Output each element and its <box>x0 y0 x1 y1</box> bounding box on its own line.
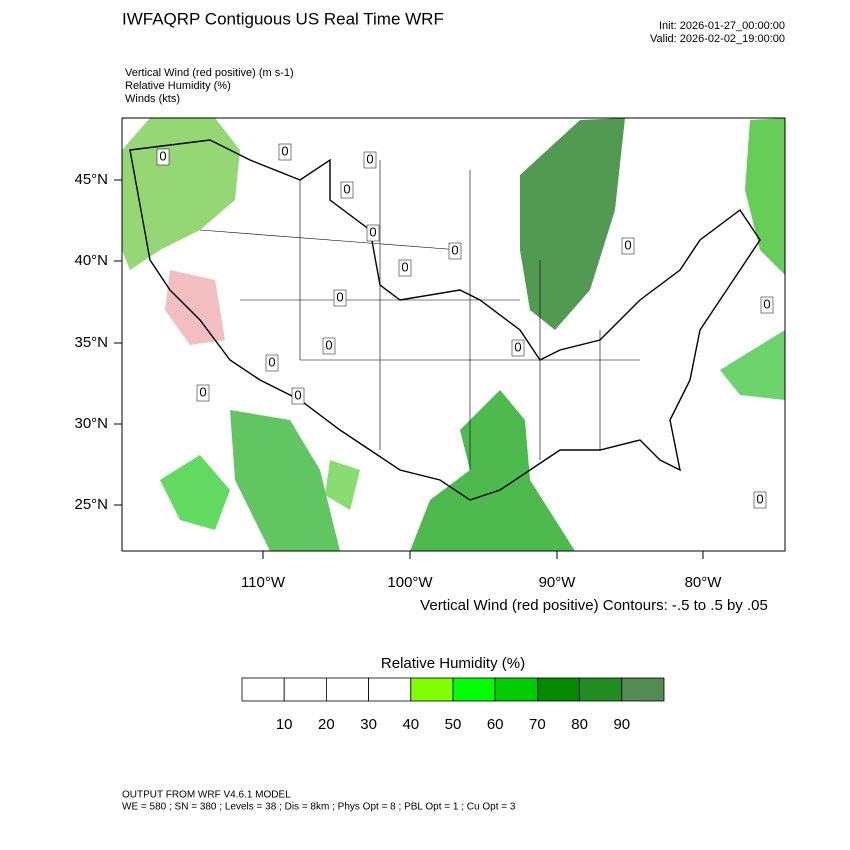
contour-label: 0 <box>159 148 166 163</box>
contour-label: 0 <box>343 181 350 196</box>
contour-label-box <box>340 181 354 199</box>
field-label: Relative Humidity (%) <box>125 80 231 92</box>
lat-label: 25°N <box>74 496 108 513</box>
contour-note: Vertical Wind (red positive) Contours: -… <box>420 597 768 614</box>
footer-line: WE = 580 ; SN = 380 ; Levels = 38 ; Dis … <box>122 802 516 813</box>
colorbar-tick-label: 30 <box>360 716 377 733</box>
colorbar-box <box>537 677 581 702</box>
humidity-area <box>230 410 340 551</box>
colorbar-box <box>494 677 538 702</box>
state-lines <box>199 160 640 470</box>
contour-label: 0 <box>336 289 343 304</box>
contour-label-box <box>322 337 336 355</box>
contour-label-box <box>753 491 767 509</box>
contour-label-box <box>398 259 412 277</box>
contour-label: 0 <box>369 224 376 239</box>
contour-label-box <box>265 354 279 372</box>
contour-label: 0 <box>451 242 458 257</box>
colorbar-title: Relative Humidity (%) <box>381 655 525 672</box>
contour-label: 0 <box>366 151 373 166</box>
colorbar-tick-label: 90 <box>613 716 630 733</box>
contour-label: 0 <box>281 143 288 158</box>
contour-label-box <box>278 143 292 161</box>
humidity-area <box>720 330 785 400</box>
colorbar-tick-label: 40 <box>402 716 419 733</box>
vertical-wind-area <box>165 270 225 345</box>
colorbar-tick-label: 80 <box>571 716 588 733</box>
valid-time: Valid: 2026-02-02_19:00:00 <box>650 33 785 45</box>
lon-label: 110°W <box>241 574 286 591</box>
map-frame <box>121 117 786 552</box>
lon-label: 80°W <box>685 574 723 591</box>
contour-label-box <box>291 387 305 405</box>
contour-label-box <box>366 224 380 242</box>
contour-label-box <box>333 289 347 307</box>
lon-label: 90°W <box>539 574 577 591</box>
contour-label: 0 <box>624 237 631 252</box>
colorbar-tick-label: 50 <box>445 716 462 733</box>
colorbar-box <box>621 677 665 702</box>
contour-label: 0 <box>199 384 206 399</box>
title: IWFAQRP Contiguous US Real Time WRF <box>122 9 444 28</box>
contour-label-box <box>196 384 210 402</box>
colorbar-box <box>410 677 454 702</box>
colorbar-box <box>283 677 327 702</box>
contour-label: 0 <box>294 387 301 402</box>
colorbar-tick-label: 10 <box>276 716 293 733</box>
contour-label: 0 <box>514 339 521 354</box>
lat-label: 35°N <box>74 334 108 351</box>
humidity-area <box>122 118 240 270</box>
colorbar-box <box>579 677 623 702</box>
humidity-area <box>325 460 360 510</box>
contour-label: 0 <box>756 491 763 506</box>
lon-label: 100°W <box>387 574 433 591</box>
lat-label: 40°N <box>74 252 108 269</box>
humidity-area <box>745 118 785 275</box>
lat-label: 45°N <box>74 171 108 188</box>
field-label: Vertical Wind (red positive) (m s-1) <box>125 67 294 79</box>
contour-label-box <box>156 148 170 166</box>
contour-label-box <box>511 339 525 357</box>
colorbar-box <box>325 677 369 702</box>
colorbar-tick-label: 60 <box>487 716 504 733</box>
colorbar-tick-label: 70 <box>529 716 546 733</box>
colorbar-box <box>368 677 412 702</box>
humidity-area <box>410 390 575 551</box>
lat-label: 30°N <box>74 415 108 432</box>
contour-label-box <box>621 237 635 255</box>
contour-label: 0 <box>268 354 275 369</box>
map-area <box>121 117 786 552</box>
humidity-area <box>520 118 625 330</box>
contour-label: 0 <box>401 259 408 274</box>
contour-label-box <box>760 296 774 314</box>
humidity-area <box>160 455 230 530</box>
footer-line: OUTPUT FROM WRF V4.6.1 MODEL <box>122 790 291 801</box>
init-time: Init: 2026-01-27_00:00:00 <box>659 20 785 32</box>
contour-label: 0 <box>325 337 332 352</box>
colorbar-box <box>241 677 285 702</box>
contour-label-box <box>363 151 377 169</box>
field-label: Winds (kts) <box>125 93 180 105</box>
colorbar-box <box>452 677 496 702</box>
contour-label: 0 <box>763 296 770 311</box>
colorbar-tick-label: 20 <box>318 716 335 733</box>
contour-label-box <box>448 242 462 260</box>
